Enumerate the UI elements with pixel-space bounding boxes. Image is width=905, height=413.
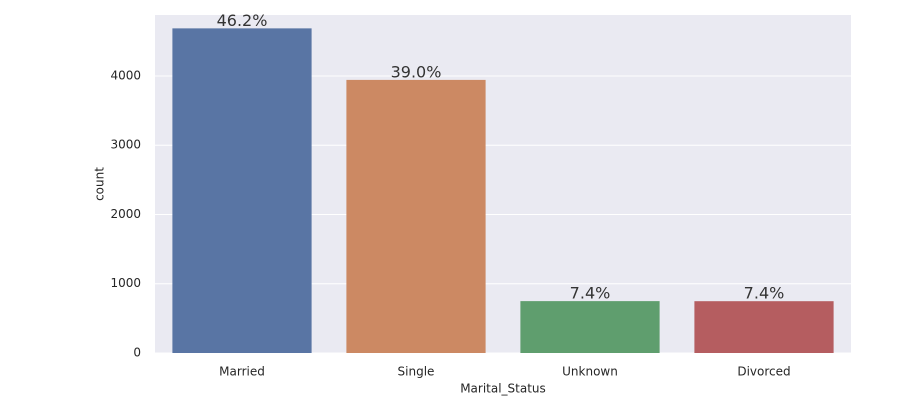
bar — [520, 301, 660, 353]
y-tick-label: 3000 — [110, 138, 141, 152]
y-tick-label: 4000 — [110, 68, 141, 82]
value-label: 7.4% — [570, 284, 611, 303]
value-label: 7.4% — [744, 284, 785, 303]
value-label: 39.0% — [391, 62, 442, 81]
bar — [172, 28, 312, 354]
x-tick-label: Divorced — [737, 365, 790, 379]
y-axis-label: count — [93, 167, 107, 201]
x-tick-label: Married — [219, 365, 265, 379]
y-tick-label: 0 — [133, 346, 141, 360]
x-tick-label: Single — [398, 365, 435, 379]
bar — [694, 301, 834, 353]
x-axis-label: Marital_Status — [460, 382, 546, 396]
bar — [346, 79, 486, 353]
value-label: 46.2% — [217, 11, 268, 30]
x-tick-label: Unknown — [562, 365, 618, 379]
y-tick-label: 2000 — [110, 207, 141, 221]
y-tick-label: 1000 — [110, 276, 141, 290]
